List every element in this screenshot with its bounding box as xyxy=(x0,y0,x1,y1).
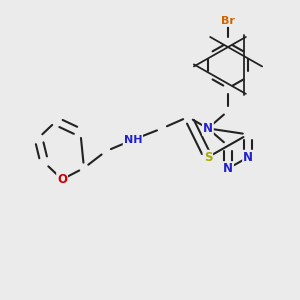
Text: O: O xyxy=(57,173,67,186)
Text: N: N xyxy=(223,162,233,175)
Text: S: S xyxy=(204,151,212,164)
Text: Br: Br xyxy=(221,16,235,26)
Text: N: N xyxy=(203,122,213,135)
Text: NH: NH xyxy=(124,135,142,145)
Text: N: N xyxy=(243,151,253,164)
